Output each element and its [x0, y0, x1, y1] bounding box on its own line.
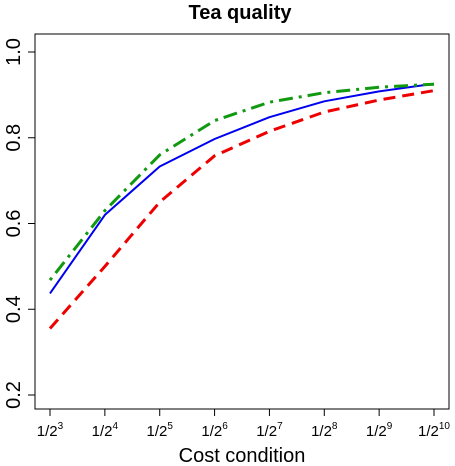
x-axis: 1/23 1/24 1/25 1/26 1/27 1/28 1/29 1/210: [37, 408, 450, 440]
series-line-3: [48, 82, 435, 282]
y-axis: 0.2 0.4 0.6 0.8 1.0: [3, 38, 36, 409]
x-axis-label: Cost condition: [179, 445, 306, 466]
x-tick-label: 1/210: [418, 421, 450, 440]
x-tick-label: 1/24: [92, 421, 119, 440]
series-layer: [48, 82, 435, 330]
y-tick-label: 0.8: [3, 124, 25, 152]
chart-title: Tea quality: [189, 2, 293, 24]
y-tick-label: 0.4: [3, 295, 25, 323]
x-tick-label: 1/23: [37, 421, 64, 440]
x-tick-label: 1/26: [201, 421, 228, 440]
series-line-2: [48, 89, 435, 330]
series-line-1: [49, 82, 435, 294]
y-tick-label: 1.0: [3, 38, 25, 66]
x-tick-label: 1/25: [147, 421, 174, 440]
x-tick-label: 1/27: [256, 421, 283, 440]
x-tick-label: 1/28: [311, 421, 338, 440]
y-tick-label: 0.2: [3, 381, 25, 409]
x-tick-label: 1/29: [366, 421, 393, 440]
y-tick-label: 0.6: [3, 210, 25, 238]
